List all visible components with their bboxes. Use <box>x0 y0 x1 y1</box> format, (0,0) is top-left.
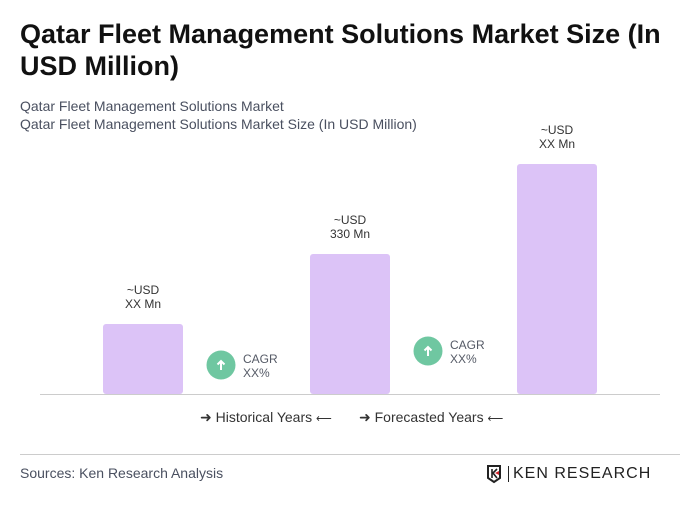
bar <box>103 323 183 394</box>
chart-subtitle: Qatar Fleet Management Solutions Market <box>20 98 284 114</box>
logo-text: KEN RESEARCH <box>513 465 652 482</box>
cagr-label: CAGR <box>243 352 278 366</box>
legend-historical: ➜ Historical Years ⟵ <box>200 409 332 425</box>
cagr-value: XX% <box>243 366 270 380</box>
chart-subtitle-2: Qatar Fleet Management Solutions Market … <box>20 116 417 132</box>
data-label: ~USD <box>541 123 574 137</box>
data-label: ~USD <box>334 213 367 227</box>
footer-divider <box>20 454 680 455</box>
logo-mark-icon <box>487 465 501 484</box>
data-label: XX Mn <box>539 137 575 151</box>
legend-forecasted-label: Forecasted Years <box>374 409 484 425</box>
cagr-label: CAGR <box>450 338 485 352</box>
bar <box>310 253 390 394</box>
data-label: 330 Mn <box>330 227 370 241</box>
bar <box>517 164 597 394</box>
legend-historical-label: Historical Years <box>215 409 313 425</box>
arrow-up-icon <box>423 345 433 356</box>
arrow-up-icon <box>216 359 226 370</box>
data-label: ~USD <box>127 283 160 297</box>
ken-research-logo: KEN RESEARCH <box>486 464 651 484</box>
legend-forecasted: ➜ Forecasted Years ⟵ <box>359 409 504 425</box>
cagr-value: XX% <box>450 352 477 366</box>
page-title: Qatar Fleet Management Solutions Market … <box>20 19 661 81</box>
source-text: Sources: Ken Research Analysis <box>20 465 224 481</box>
data-label: XX Mn <box>125 297 161 311</box>
